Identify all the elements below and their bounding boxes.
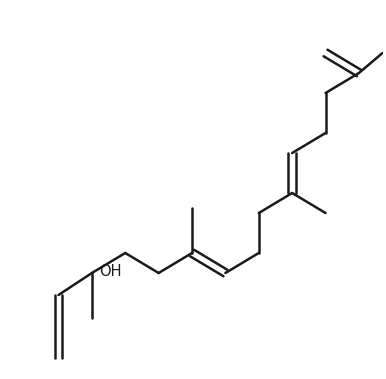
Text: OH: OH	[99, 264, 121, 279]
